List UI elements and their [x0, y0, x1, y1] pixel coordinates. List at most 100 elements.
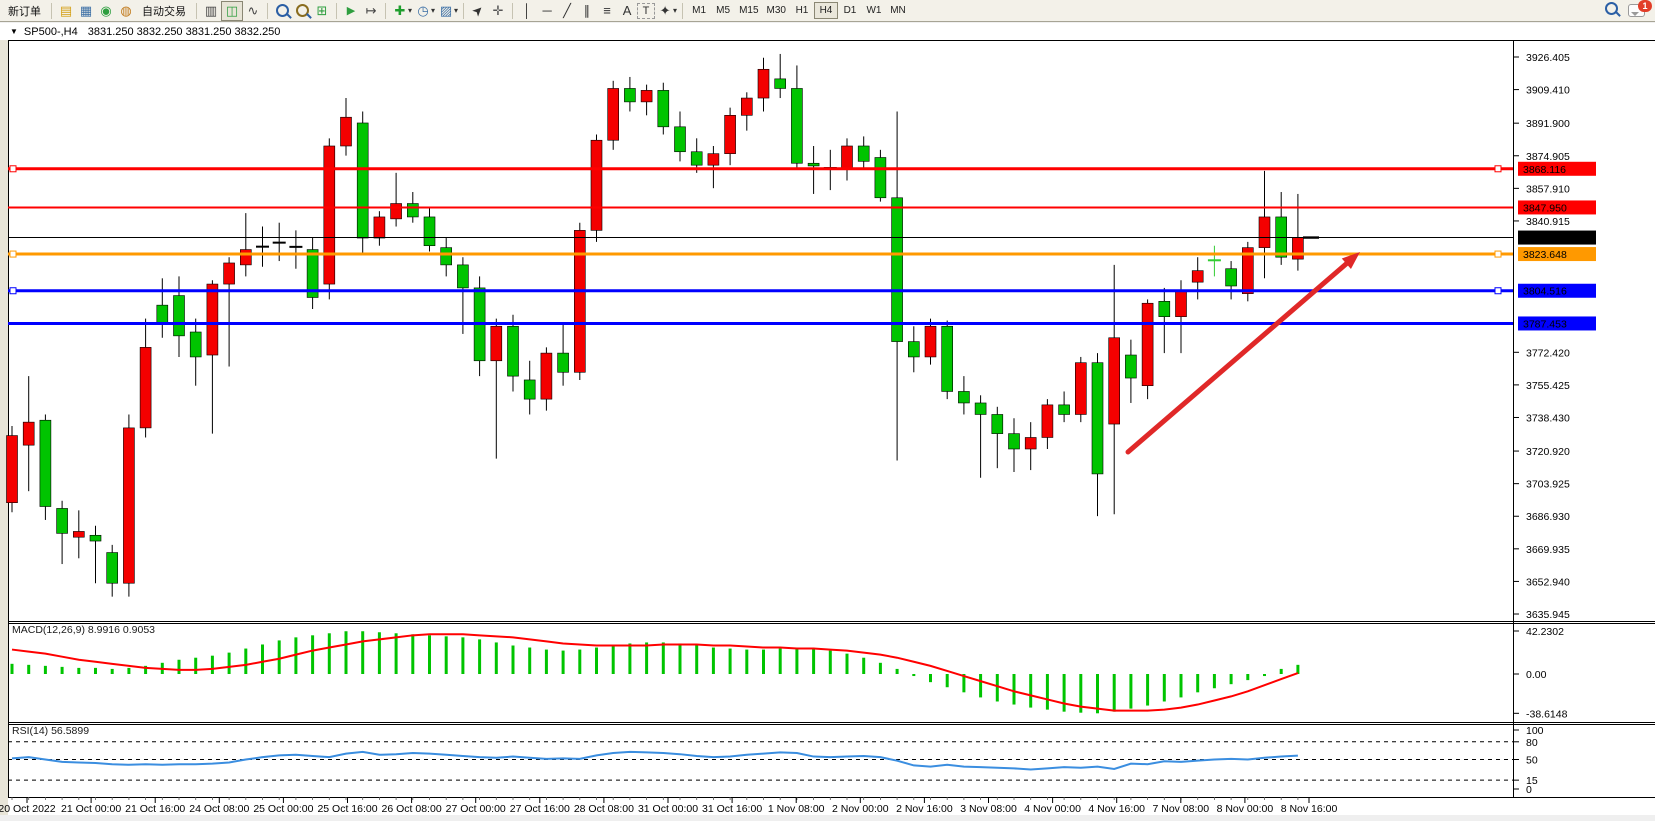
new-order-button[interactable]: 新订单 — [2, 2, 47, 20]
price-axis[interactable]: 3926.405 3909.410 3891.900 3874.905 3857.910… — [1513, 52, 1570, 796]
chat-icon[interactable]: 1 — [1628, 0, 1652, 17]
time-label: 7 Nov 08:00 — [1152, 803, 1209, 815]
price-scale-label: 3874.905 — [1526, 151, 1570, 163]
tile-windows-icon[interactable]: ⊞ — [316, 2, 328, 18]
candle — [1108, 264, 1120, 515]
candle — [958, 376, 970, 415]
new-chart-icon[interactable]: ✚ — [394, 2, 406, 18]
timeframe-m1[interactable]: M1 — [687, 2, 711, 19]
chart-title-bar: ▼ SP500-,H4 3831.250 3832.250 3831.250 3… — [0, 23, 1655, 40]
time-label: 25 Oct 00:00 — [253, 803, 313, 815]
autotrade-icon[interactable]: ◍ — [120, 2, 132, 18]
timeframe-m30[interactable]: M30 — [763, 2, 790, 19]
price-scale-label: 3738.430 — [1526, 412, 1570, 424]
time-label: 27 Oct 00:00 — [446, 803, 506, 815]
candle — [1242, 241, 1254, 302]
line-handle[interactable] — [1494, 165, 1502, 173]
timeframe-h1[interactable]: H1 — [790, 2, 814, 19]
charts-profile-icon[interactable]: ▤ — [59, 2, 73, 18]
market-watch-icon[interactable]: ▦ — [79, 2, 93, 18]
collapse-triangle-icon[interactable]: ▼ — [10, 27, 18, 36]
hline-3787.453[interactable]: 3787.453 — [8, 316, 1596, 331]
line-chart-icon[interactable]: ∿ — [247, 2, 259, 18]
chevron-down-icon[interactable]: ▾ — [408, 6, 413, 15]
fibonacci-icon[interactable]: ≡ — [603, 2, 611, 18]
periods-icon[interactable]: ◷ — [417, 2, 429, 18]
rsi-scale-label: 0 — [1526, 784, 1532, 796]
line-handle[interactable] — [1494, 250, 1502, 258]
candle — [39, 414, 52, 520]
chevron-down-icon[interactable]: ▾ — [431, 6, 436, 15]
timeframe-mn[interactable]: MN — [886, 2, 910, 19]
horizontal-line-icon[interactable]: ─ — [542, 2, 552, 18]
line-handle[interactable] — [9, 165, 17, 173]
candle — [73, 510, 85, 559]
arrows-tool-icon[interactable]: ✦ — [659, 2, 671, 18]
time-label: 20 Oct 2022 — [0, 803, 56, 815]
candle — [6, 425, 18, 513]
channel-icon[interactable]: ∥ — [583, 2, 591, 18]
line-handle[interactable] — [9, 250, 17, 258]
rsi-scale-label: 100 — [1526, 725, 1544, 737]
candle — [1125, 339, 1137, 403]
hline-3868.116[interactable]: 3868.116 — [8, 161, 1596, 176]
navigator-icon[interactable]: ◉ — [100, 2, 112, 18]
time-label: 1 Nov 08:00 — [768, 803, 825, 815]
time-label: 4 Nov 00:00 — [1024, 803, 1081, 815]
candle — [223, 257, 235, 367]
search-icon[interactable] — [1605, 1, 1618, 20]
zoom-in-icon[interactable] — [272, 2, 292, 20]
toolbar: 新订单 ▤ ▦ ◉ ◍ 自动交易 ▥ ◫ ∿ ⊞ ▶ ↦ ✚ ▾ ◷ ▾ ▨ ▾… — [0, 0, 1655, 22]
bar-chart-icon[interactable]: ▥ — [204, 2, 218, 18]
candle — [423, 207, 436, 252]
toolbar-separator — [463, 2, 465, 19]
zoom-out-icon[interactable] — [292, 2, 312, 20]
macd-scale-label: -38.6148 — [1526, 708, 1568, 720]
trendline-icon[interactable]: ╱ — [563, 2, 571, 18]
text-tool-icon[interactable]: A — [622, 2, 632, 18]
price-tag: 3868.116 — [1523, 164, 1566, 176]
macd-scale-label: 0.00 — [1526, 669, 1547, 681]
line-handle[interactable] — [1494, 287, 1502, 295]
chevron-down-icon[interactable]: ▾ — [673, 6, 678, 15]
toolbar-separator — [267, 2, 268, 19]
time-label: 8 Nov 00:00 — [1217, 803, 1274, 815]
hline-3823.648[interactable]: 3823.648 — [8, 247, 1596, 262]
timeframe-h4[interactable]: H4 — [813, 2, 838, 19]
time-label: 25 Oct 16:00 — [317, 803, 377, 815]
hline-3847.950[interactable]: 3847.950 — [8, 200, 1596, 215]
timeframe-m15[interactable]: M15 — [735, 2, 762, 19]
timeframe-m5[interactable]: M5 — [711, 2, 735, 19]
trend-arrow[interactable] — [1125, 252, 1360, 455]
time-label: 2 Nov 16:00 — [896, 803, 953, 815]
price-tag: 3787.453 — [1523, 318, 1567, 330]
candle — [974, 395, 987, 478]
vertical-line-icon[interactable]: │ — [522, 2, 532, 18]
text-label-tool-icon[interactable]: T — [637, 2, 656, 19]
candle — [991, 406, 1004, 469]
line-handle[interactable] — [9, 287, 17, 295]
templates-icon[interactable]: ▨ — [439, 2, 453, 18]
auto-trading-button[interactable]: 自动交易 — [136, 2, 192, 20]
candle — [724, 107, 736, 166]
candlestick-chart-icon[interactable]: ◫ — [221, 0, 243, 21]
timeframe-w1[interactable]: W1 — [862, 2, 886, 19]
crosshair-icon[interactable]: ✛ — [492, 2, 504, 18]
time-axis[interactable]: 20 Oct 2022 21 Oct 00:00 21 Oct 16:00 24 Oc… — [0, 797, 1337, 815]
price-tag: 3823.648 — [1523, 249, 1567, 261]
price-scale-label: 3891.900 — [1526, 118, 1570, 130]
candle — [1225, 261, 1237, 300]
macd-pane — [10, 631, 1300, 714]
auto-scroll-icon[interactable]: ▶ — [346, 4, 356, 17]
hline-3804.516[interactable]: 3804.516 — [8, 283, 1596, 298]
chart-shift-icon[interactable]: ↦ — [365, 2, 377, 18]
price-scale-label: 3652.940 — [1526, 576, 1570, 588]
candle — [22, 376, 35, 492]
chevron-down-icon[interactable]: ▾ — [454, 6, 459, 15]
candle — [657, 82, 670, 135]
timeframe-d1[interactable]: D1 — [838, 2, 862, 19]
price-scale-label: 3669.935 — [1526, 544, 1570, 556]
hline-3832.250[interactable]: 3832.250 — [8, 230, 1596, 245]
